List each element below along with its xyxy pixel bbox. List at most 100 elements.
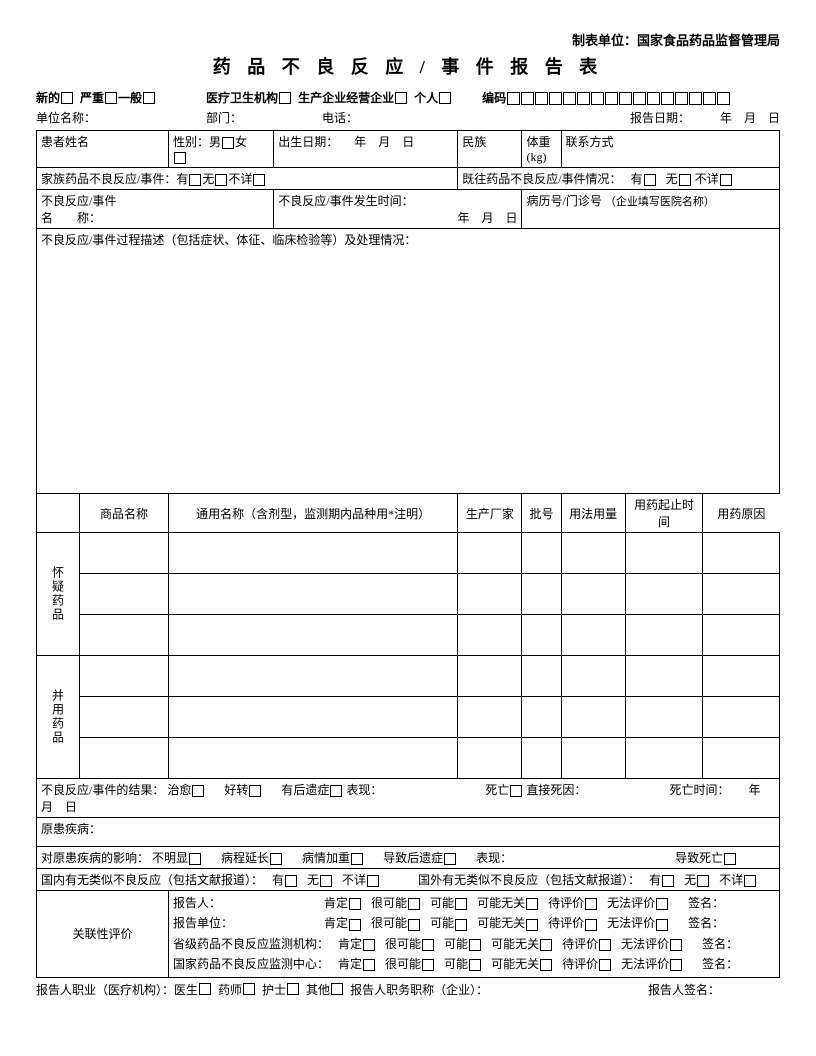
combo-r1-c3[interactable] xyxy=(458,656,522,697)
severe-box[interactable] xyxy=(105,92,117,104)
a4c5-box[interactable] xyxy=(599,959,611,971)
combo-r1-c2[interactable] xyxy=(169,656,458,697)
similar-intl-no-box[interactable] xyxy=(697,875,709,887)
suspect-r3-c3[interactable] xyxy=(458,615,522,656)
ethnic-cell[interactable]: 民族 xyxy=(458,131,522,168)
combo-r3-c4[interactable] xyxy=(522,738,561,779)
combo-r3-c7[interactable] xyxy=(702,738,779,778)
similar-intl-unk-box[interactable] xyxy=(744,875,756,887)
a3c5-box[interactable] xyxy=(599,939,611,951)
family-no-box[interactable] xyxy=(215,174,227,186)
history-adr-cell[interactable]: 既往药品不良反应/事件情况： 有 无 不详 xyxy=(458,168,780,190)
suspect-r3-c4[interactable] xyxy=(522,615,561,656)
similar-dom-no-box[interactable] xyxy=(320,875,332,887)
org-prod-box[interactable] xyxy=(395,92,407,104)
suspect-r1-c7[interactable] xyxy=(702,533,779,573)
similar-dom-unk-box[interactable] xyxy=(367,875,379,887)
suspect-r2-c6[interactable] xyxy=(626,574,703,614)
a1c5-box[interactable] xyxy=(585,898,597,910)
suspect-r2-c4[interactable] xyxy=(522,574,561,615)
suspect-r3-c2[interactable] xyxy=(169,615,458,656)
death-box[interactable] xyxy=(510,785,522,797)
suspect-r3-c6[interactable] xyxy=(626,615,703,655)
adr-name-cell[interactable]: 不良反应/事件 名 称： xyxy=(37,190,274,229)
suspect-r1-c6[interactable] xyxy=(626,533,703,573)
better-box[interactable] xyxy=(249,785,261,797)
a2c6-box[interactable] xyxy=(656,919,668,931)
suspect-r2-c2[interactable] xyxy=(169,574,458,615)
patient-name-cell[interactable]: 患者姓名 xyxy=(37,131,169,168)
suspect-r1-c4[interactable] xyxy=(522,533,561,574)
combo-r1-c7[interactable] xyxy=(702,656,779,696)
family-adr-cell[interactable]: 家族药品不良反应/事件：有无不详 xyxy=(37,168,458,190)
weight-cell[interactable]: 体重(kg) xyxy=(522,131,561,168)
suspect-r2-c7[interactable] xyxy=(702,574,779,614)
sequelae-box[interactable] xyxy=(330,785,342,797)
occup-other-box[interactable] xyxy=(331,983,343,995)
cure-box[interactable] xyxy=(192,785,204,797)
combo-r3-c3[interactable] xyxy=(458,738,522,779)
a2c5-box[interactable] xyxy=(585,919,597,931)
impact-cell[interactable]: 对原患疾病的影响： 不明显 病程延长 病情加重 导致后遗症 表现： 导致死亡 xyxy=(37,847,780,869)
a2c4-box[interactable] xyxy=(526,919,538,931)
suspect-r1-c3[interactable] xyxy=(458,533,522,574)
caseno-cell[interactable]: 病历号/门诊号 （企业填写医院名称） xyxy=(522,190,780,229)
impact-worse-box[interactable] xyxy=(351,853,363,865)
a2c1-box[interactable] xyxy=(349,919,361,931)
a4c3-box[interactable] xyxy=(469,959,481,971)
combo-r2-c7[interactable] xyxy=(702,697,779,737)
a3c6-box[interactable] xyxy=(670,939,682,951)
a1c4-box[interactable] xyxy=(526,898,538,910)
suspect-r1-c2[interactable] xyxy=(169,533,458,574)
suspect-r3-c7[interactable] xyxy=(702,615,779,655)
suspect-r2-c5[interactable] xyxy=(561,574,625,615)
org-person-box[interactable] xyxy=(439,92,451,104)
impact-prolong-box[interactable] xyxy=(270,853,282,865)
a3c3-box[interactable] xyxy=(469,939,481,951)
a4c1-box[interactable] xyxy=(363,959,375,971)
combo-r2-c5[interactable] xyxy=(561,697,625,738)
history-unk-box[interactable] xyxy=(720,174,732,186)
suspect-r2-c1[interactable] xyxy=(80,574,169,615)
description-cell[interactable]: 不良反应/事件过程描述（包括症状、体征、临床检验等）及处理情况： xyxy=(37,229,780,494)
suspect-r2-c3[interactable] xyxy=(458,574,522,615)
a1c3-box[interactable] xyxy=(455,898,467,910)
family-unk-box[interactable] xyxy=(253,174,265,186)
combo-r2-c1[interactable] xyxy=(80,697,169,738)
combo-r1-c5[interactable] xyxy=(561,656,625,697)
a1c6-box[interactable] xyxy=(656,898,668,910)
combo-r1-c6[interactable] xyxy=(626,656,703,696)
new-box[interactable] xyxy=(61,92,73,104)
a2c3-box[interactable] xyxy=(455,919,467,931)
code-boxes[interactable] xyxy=(506,90,730,105)
a4c6-box[interactable] xyxy=(670,959,682,971)
occup-nurse-box[interactable] xyxy=(287,983,299,995)
similar-cell[interactable]: 国内有无类似不良反应（包括文献报道）： 有 无 不详 国外有无类似不良反应（包括… xyxy=(37,869,780,891)
a1c1-box[interactable] xyxy=(349,898,361,910)
outcome-cell[interactable]: 不良反应/事件的结果： 治愈 好转 有后遗症 表现： 死亡 直接死因： 死亡时间… xyxy=(37,779,780,818)
impact-seq-box[interactable] xyxy=(444,853,456,865)
sex-cell[interactable]: 性别：男女 xyxy=(169,131,274,168)
impact-death-box[interactable] xyxy=(724,853,736,865)
suspect-r1-c5[interactable] xyxy=(561,533,625,574)
male-box[interactable] xyxy=(222,137,234,149)
org-med-box[interactable] xyxy=(279,92,291,104)
occur-time-cell[interactable]: 不良反应/事件发生时间： 年 月 日 xyxy=(274,190,522,229)
combo-r2-c3[interactable] xyxy=(458,697,522,738)
a2c2-box[interactable] xyxy=(408,919,420,931)
occup-pharm-box[interactable] xyxy=(243,983,255,995)
a3c1-box[interactable] xyxy=(363,939,375,951)
similar-intl-yes-box[interactable] xyxy=(662,875,674,887)
combo-r2-c6[interactable] xyxy=(626,697,703,737)
combo-r1-c1[interactable] xyxy=(80,656,169,697)
suspect-r1-c1[interactable] xyxy=(80,533,169,574)
assoc-body[interactable]: 报告人： 肯定 很可能 可能 可能无关 待评价 无法评价 签名： 报告单位： 肯… xyxy=(169,891,780,978)
female-box[interactable] xyxy=(174,152,186,164)
combo-r3-c2[interactable] xyxy=(169,738,458,779)
combo-r3-c5[interactable] xyxy=(561,738,625,779)
suspect-r3-c1[interactable] xyxy=(80,615,169,656)
a3c2-box[interactable] xyxy=(422,939,434,951)
a4c4-box[interactable] xyxy=(540,959,552,971)
combo-r2-c2[interactable] xyxy=(169,697,458,738)
combo-r3-c6[interactable] xyxy=(626,738,703,778)
